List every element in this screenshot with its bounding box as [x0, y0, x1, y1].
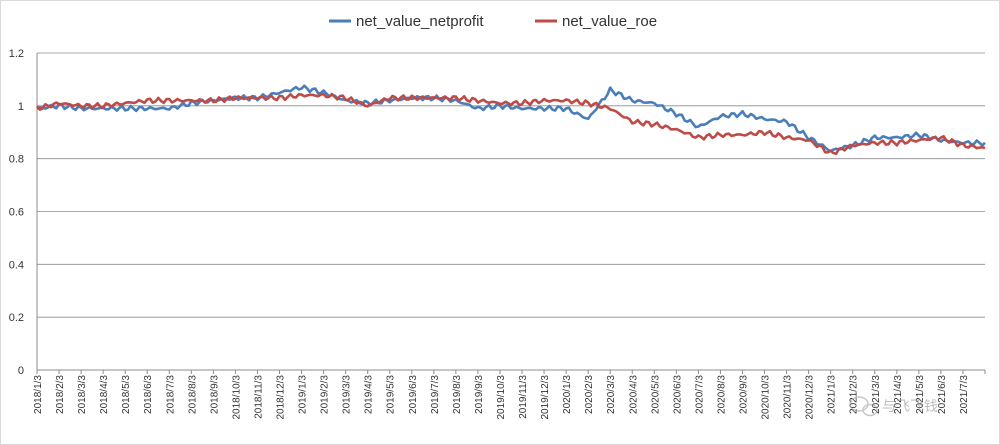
- x-tick-label: 2018/7/3: [165, 375, 176, 414]
- x-tick-label: 2018/3/3: [77, 375, 88, 414]
- watermark-text: 与飞飞钱: [882, 399, 938, 415]
- x-tick-label: 2020/8/3: [716, 375, 727, 414]
- x-tick-label: 2020/10/3: [761, 375, 772, 420]
- x-tick-label: 2020/11/3: [783, 375, 794, 419]
- y-tick-label: 0.4: [9, 259, 24, 271]
- x-tick-label: 2018/2/3: [55, 375, 66, 414]
- x-tick-label: 2019/8/3: [452, 375, 463, 414]
- y-axis-tick-labels: 0 0.2 0.4 0.6 0.8 1 1.2: [9, 48, 24, 377]
- x-tick-label: 2021/2/3: [849, 375, 860, 414]
- series-line-net-value-roe: [35, 92, 986, 155]
- y-tick-label: 0.2: [9, 312, 24, 324]
- y-tick-label: 1: [18, 101, 24, 113]
- x-tick-label: 2020/4/3: [628, 375, 639, 414]
- legend-label-net-value-roe: net_value_roe: [562, 13, 657, 30]
- x-tick-label: 2021/5/3: [915, 375, 926, 414]
- x-tick-label: 2020/9/3: [738, 375, 749, 414]
- series-line-net-value-netprofit: [36, 84, 986, 153]
- x-tick-label: 2019/6/3: [408, 375, 419, 414]
- x-axis: [36, 53, 986, 374]
- x-tick-label: 2018/12/3: [276, 375, 287, 420]
- y-tick-label: 0.6: [9, 207, 24, 219]
- x-tick-label: 2019/11/3: [518, 375, 529, 419]
- x-tick-label: 2020/7/3: [694, 375, 705, 414]
- x-tick-label: 2020/2/3: [584, 375, 595, 414]
- x-tick-label: 2020/1/3: [562, 375, 573, 414]
- x-tick-label: 2018/5/3: [121, 375, 132, 414]
- watermark: 与飞飞钱: [849, 396, 938, 417]
- x-tick-label: 2018/6/3: [143, 375, 154, 414]
- wechat-icon: [849, 396, 878, 417]
- x-tick-label: 2020/3/3: [606, 375, 617, 414]
- x-tick-label: 2019/1/3: [298, 375, 309, 414]
- legend-label-net-value-netprofit: net_value_netprofit: [356, 13, 484, 30]
- x-tick-label: 2021/6/3: [937, 375, 948, 414]
- gridlines: [37, 52, 985, 318]
- x-tick-label: 2018/9/3: [209, 375, 220, 414]
- y-tick-label: 1.2: [9, 48, 24, 60]
- x-tick-label: 2021/4/3: [893, 375, 904, 414]
- x-tick-label: 2021/7/3: [959, 375, 970, 414]
- x-tick-label: 2021/1/3: [827, 375, 838, 414]
- x-tick-label: 2019/5/3: [386, 375, 397, 414]
- x-axis-tick-labels: 2018/1/3 2018/2/3 2018/3/3 2018/4/3 2018/5/3…: [33, 375, 970, 420]
- x-tick-label: 2019/12/3: [540, 375, 551, 420]
- x-tick-label: 2019/3/3: [342, 375, 353, 414]
- x-tick-label: 2019/7/3: [430, 375, 441, 414]
- x-tick-label: 2019/4/3: [364, 375, 375, 414]
- x-tick-label: 2018/1/3: [33, 375, 44, 414]
- y-tick-label: 0.8: [9, 154, 24, 166]
- x-tick-label: 2021/3/3: [871, 375, 882, 414]
- x-tick-label: 2020/5/3: [650, 375, 661, 414]
- x-tick-label: 2018/11/3: [253, 375, 264, 419]
- x-tick-label: 2019/9/3: [474, 375, 485, 414]
- y-tick-label: 0: [18, 365, 24, 377]
- x-tick-label: 2018/8/3: [187, 375, 198, 414]
- legend: net_value_netprofit net_value_roe: [329, 13, 657, 30]
- x-tick-label: 2019/2/3: [320, 375, 331, 414]
- x-tick-label: 2018/10/3: [231, 375, 242, 420]
- series-lines: [35, 84, 986, 155]
- x-tick-label: 2020/6/3: [672, 375, 683, 414]
- x-tick-label: 2018/4/3: [99, 375, 110, 414]
- x-tick-label: 2019/10/3: [496, 375, 507, 420]
- x-tick-label: 2020/12/3: [805, 375, 816, 420]
